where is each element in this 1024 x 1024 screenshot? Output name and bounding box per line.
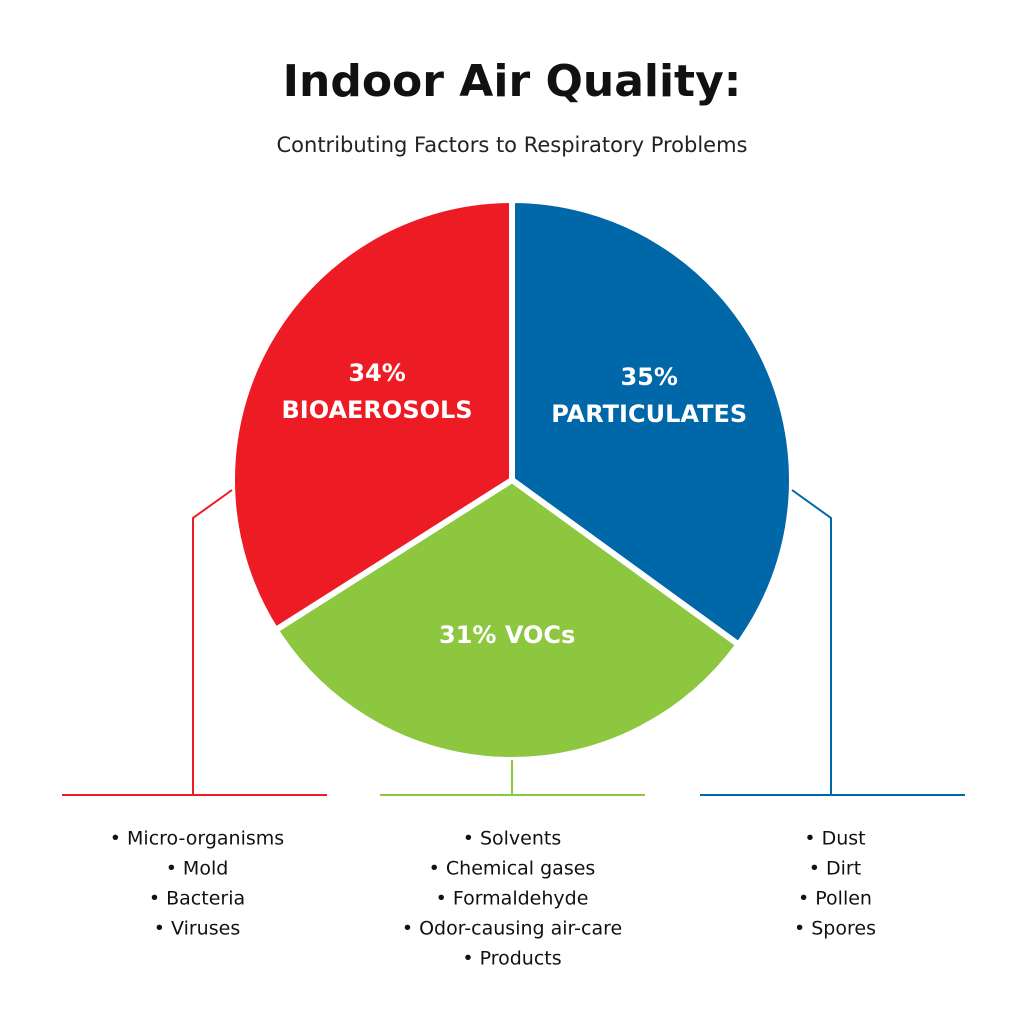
slice-label: 31% VOCs <box>439 621 575 649</box>
value-label: 31% <box>439 621 496 649</box>
detail-item: • Viruses <box>154 918 240 940</box>
detail-item: • Bacteria <box>149 888 245 910</box>
leader-line <box>192 489 233 795</box>
detail-item: • Mold <box>166 858 229 880</box>
category-label: PARTICULATES <box>551 400 747 428</box>
leader-line <box>791 489 832 795</box>
detail-item: • Dirt <box>809 858 861 880</box>
detail-item: • Odor-causing air-care <box>402 918 622 940</box>
detail-item: • Products <box>462 948 561 970</box>
pie-slice <box>509 197 795 648</box>
detail-item: • Formaldehyde <box>436 888 589 910</box>
detail-item: • Dust <box>804 828 865 850</box>
category-label: VOCs <box>505 621 575 649</box>
value-label: 35% <box>620 363 677 391</box>
value-label: 34% <box>348 359 405 387</box>
detail-item: • Solvents <box>463 828 562 850</box>
pie-slice <box>272 477 742 763</box>
pie-slice <box>229 197 515 634</box>
detail-item: • Spores <box>794 918 876 940</box>
chart-title: Indoor Air Quality: <box>283 56 742 107</box>
category-label: BIOAEROSOLS <box>281 396 472 424</box>
detail-item: • Chemical gases <box>429 858 596 880</box>
chart-subtitle: Contributing Factors to Respiratory Prob… <box>277 133 748 157</box>
detail-item: • Micro-organisms <box>110 828 284 850</box>
detail-item: • Pollen <box>798 888 872 910</box>
